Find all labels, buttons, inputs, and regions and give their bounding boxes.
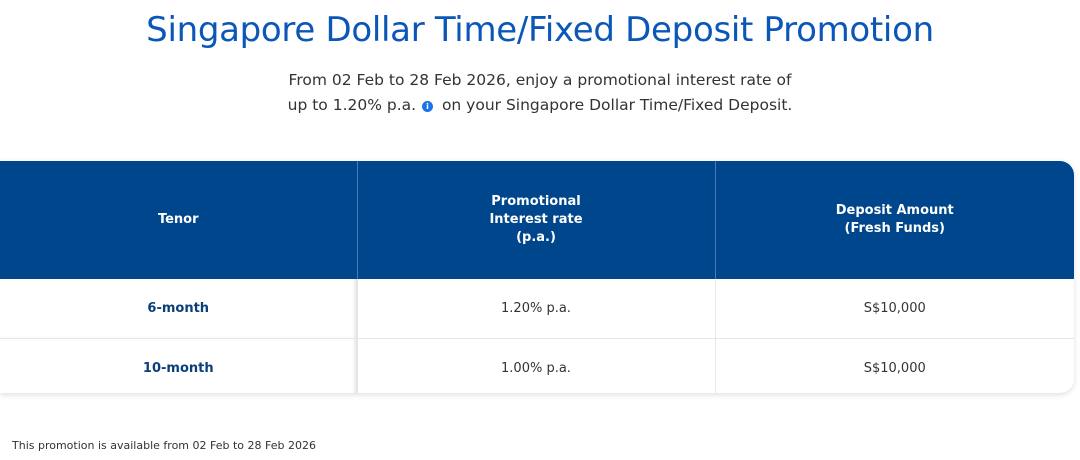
intro-rate-text: up to 1.20% p.a. bbox=[287, 96, 417, 114]
tenor-cell: 10-month bbox=[0, 338, 358, 393]
header-tenor: Tenor bbox=[0, 161, 358, 279]
promotion-intro: From 02 Feb to 28 Feb 2026, enjoy a prom… bbox=[0, 68, 1080, 118]
intro-line-1: From 02 Feb to 28 Feb 2026, enjoy a prom… bbox=[288, 71, 792, 89]
header-rate-line-3: (p.a.) bbox=[516, 230, 556, 245]
page-title: Singapore Dollar Time/Fixed Deposit Prom… bbox=[146, 10, 934, 50]
amount-cell: S$10,000 bbox=[715, 338, 1074, 393]
promotion-footnote: This promotion is available from 02 Feb … bbox=[12, 439, 316, 452]
header-rate-line-1: Promotional bbox=[491, 194, 581, 209]
rate-cell: 1.20% p.a. bbox=[357, 279, 716, 339]
rates-table: Tenor Promotional Interest rate (p.a.) D… bbox=[0, 161, 1074, 393]
header-amount-line-1: Deposit Amount bbox=[835, 203, 954, 218]
header-deposit-amount: Deposit Amount (Fresh Funds) bbox=[715, 161, 1074, 279]
rate-cell: 1.00% p.a. bbox=[357, 338, 716, 393]
table-row: 10-month 1.00% p.a. S$10,000 bbox=[0, 338, 1074, 393]
table-header-row: Tenor Promotional Interest rate (p.a.) D… bbox=[0, 161, 1074, 279]
amount-cell: S$10,000 bbox=[863, 301, 926, 316]
tenor-cell: 6-month bbox=[0, 279, 358, 339]
header-interest-rate: Promotional Interest rate (p.a.) bbox=[357, 161, 716, 279]
intro-line-2: up to 1.20% p.a. i on your Singapore Dol… bbox=[0, 93, 1080, 118]
rates-table-card: Tenor Promotional Interest rate (p.a.) D… bbox=[0, 161, 1074, 393]
header-rate-line-2: Interest rate bbox=[489, 212, 583, 227]
intro-deposit-text: on your Singapore Dollar Time/Fixed Depo… bbox=[441, 96, 793, 114]
table-row: 6-month 1.20% p.a. S$10,000 bbox=[0, 279, 1074, 339]
header-amount-line-2: (Fresh Funds) bbox=[844, 221, 945, 236]
info-icon[interactable]: i bbox=[422, 101, 434, 112]
